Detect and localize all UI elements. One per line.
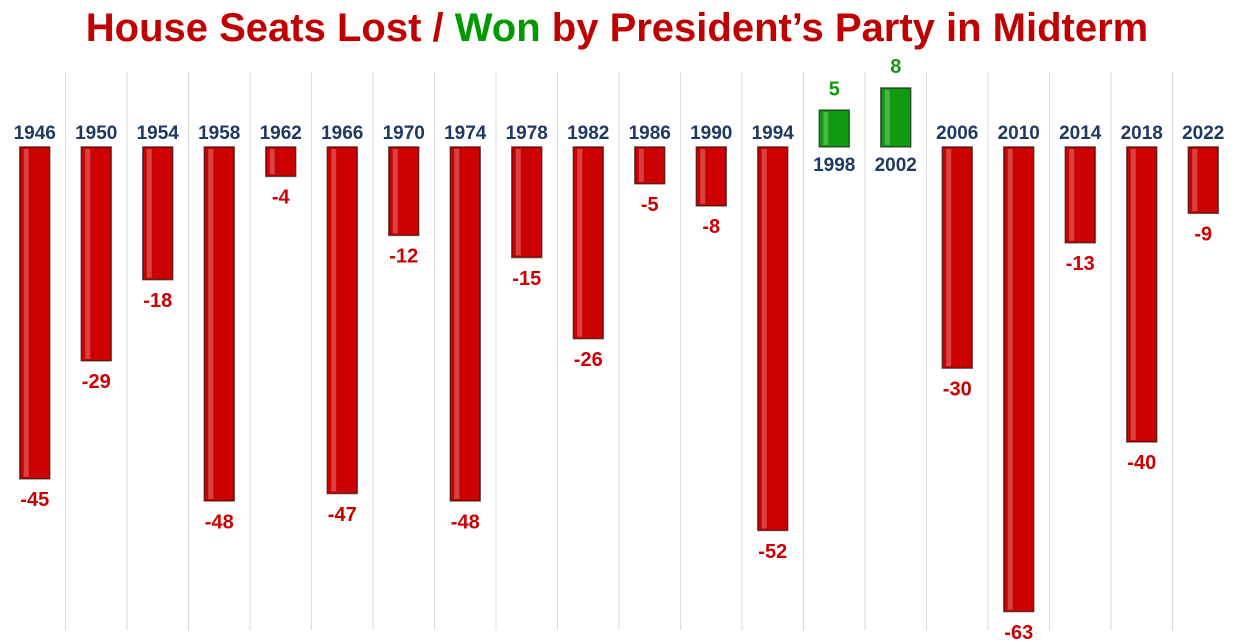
value-label: -48 bbox=[205, 511, 234, 533]
x-tick-label: 1962 bbox=[260, 123, 302, 144]
bar bbox=[326, 146, 358, 495]
bar-highlight bbox=[577, 148, 583, 337]
x-tick-label: 1998 bbox=[813, 155, 855, 176]
bar-highlight bbox=[946, 148, 952, 367]
bar bbox=[695, 146, 727, 207]
bar-highlight bbox=[1069, 148, 1075, 241]
x-tick-label: 1974 bbox=[444, 123, 487, 144]
bar-highlight bbox=[700, 148, 706, 204]
bar bbox=[880, 87, 912, 148]
bar bbox=[449, 146, 481, 502]
value-label: -45 bbox=[20, 489, 49, 511]
bar-highlight bbox=[454, 148, 460, 499]
bar-highlight bbox=[1130, 148, 1136, 440]
value-label: -13 bbox=[1066, 253, 1095, 275]
bar-highlight bbox=[638, 148, 644, 182]
bar bbox=[1126, 146, 1158, 443]
x-tick-label: 1958 bbox=[198, 123, 240, 144]
value-label: -63 bbox=[1004, 622, 1033, 642]
bar-highlight bbox=[23, 148, 29, 477]
x-tick-label: 2002 bbox=[875, 155, 917, 176]
x-tick-label: 2014 bbox=[1059, 123, 1102, 144]
bar-highlight bbox=[884, 89, 890, 145]
value-label: -47 bbox=[328, 504, 357, 526]
bar-highlight bbox=[1007, 148, 1013, 610]
value-label: -26 bbox=[574, 349, 603, 371]
bar-highlight bbox=[392, 148, 398, 234]
bar bbox=[634, 146, 666, 185]
bar-highlight bbox=[269, 148, 275, 175]
value-label: -15 bbox=[512, 268, 541, 290]
x-tick-label: 1982 bbox=[567, 123, 609, 144]
x-tick-label: 1986 bbox=[629, 123, 671, 144]
title-segment: by President’s Party in Midterm bbox=[541, 6, 1149, 50]
bar-highlight bbox=[208, 148, 214, 499]
value-label: -8 bbox=[702, 216, 720, 238]
bar-highlight bbox=[146, 148, 152, 278]
bar-highlight bbox=[1192, 148, 1198, 212]
value-label: -4 bbox=[272, 187, 291, 209]
bar bbox=[818, 109, 850, 148]
bar bbox=[1003, 146, 1035, 613]
chart-title: House Seats Lost / Won by President’s Pa… bbox=[86, 6, 1148, 50]
bar-highlight bbox=[331, 148, 337, 492]
bar-highlight bbox=[761, 148, 767, 529]
x-tick-label: 2018 bbox=[1121, 123, 1163, 144]
value-label: -40 bbox=[1127, 452, 1156, 474]
bar bbox=[511, 146, 543, 259]
bar-highlight bbox=[823, 112, 829, 145]
bar bbox=[1064, 146, 1096, 244]
x-tick-label: 1994 bbox=[752, 123, 795, 144]
title-segment: Won bbox=[455, 6, 541, 50]
bar bbox=[265, 146, 297, 178]
x-tick-label: 1954 bbox=[137, 123, 180, 144]
x-tick-label: 2022 bbox=[1182, 123, 1224, 144]
bar bbox=[757, 146, 789, 532]
bar-highlight bbox=[85, 148, 91, 359]
x-tick-label: 1990 bbox=[690, 123, 732, 144]
value-label: -52 bbox=[758, 541, 787, 563]
value-label: -29 bbox=[82, 371, 111, 393]
x-tick-label: 2006 bbox=[936, 123, 978, 144]
bar bbox=[142, 146, 174, 281]
value-label: 8 bbox=[890, 56, 901, 78]
value-label: -18 bbox=[143, 290, 172, 312]
x-tick-label: 1966 bbox=[321, 123, 363, 144]
value-label: -48 bbox=[451, 511, 480, 533]
x-tick-label: 1970 bbox=[383, 123, 425, 144]
value-label: -12 bbox=[389, 246, 418, 268]
bar bbox=[203, 146, 235, 502]
bar bbox=[941, 146, 973, 369]
value-label: -30 bbox=[943, 378, 972, 400]
bar bbox=[19, 146, 51, 480]
bar bbox=[572, 146, 604, 340]
x-tick-label: 1978 bbox=[506, 123, 548, 144]
bar bbox=[1187, 146, 1219, 215]
x-tick-label: 2010 bbox=[998, 123, 1040, 144]
x-tick-label: 1946 bbox=[14, 123, 56, 144]
title-segment: House Seats Lost / bbox=[86, 6, 455, 50]
value-label: -5 bbox=[641, 194, 659, 216]
value-label: 5 bbox=[829, 78, 840, 100]
bar bbox=[388, 146, 420, 237]
bar bbox=[80, 146, 112, 362]
bar-highlight bbox=[515, 148, 521, 256]
x-tick-label: 1950 bbox=[75, 123, 117, 144]
value-label: -9 bbox=[1194, 224, 1212, 246]
